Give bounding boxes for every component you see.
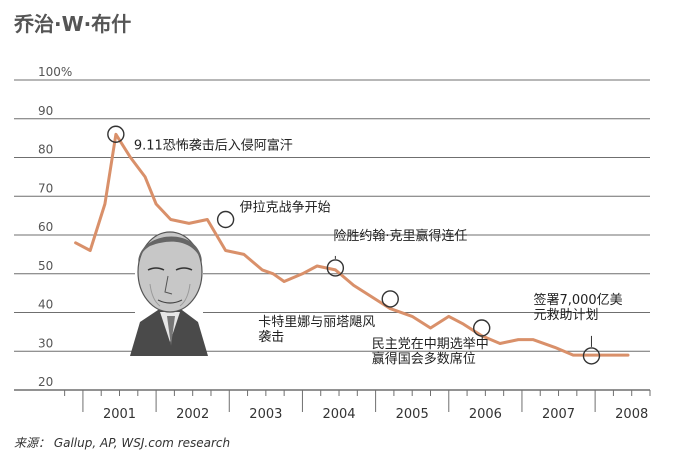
x-tick-label: 2008 (615, 407, 648, 422)
y-tick-label: 20 (38, 375, 53, 389)
annotation-label: 卡特里娜与丽塔飓风 (258, 315, 375, 330)
portrait-illustration (130, 231, 208, 356)
x-axis-ticks: 2001 2002 2003 2004 2005 2006 2007 2008 (64, 390, 651, 422)
grid-lines (14, 79, 650, 391)
source-note: 来源： Gallup, AP, WSJ.com research (14, 436, 231, 450)
x-tick-label: 2006 (469, 407, 502, 422)
y-tick-label: 30 (38, 336, 53, 350)
annotation-marker (473, 319, 491, 337)
annotation-marker (381, 290, 399, 308)
y-axis-ticks: 20 30 40 50 60 70 80 90 100% (38, 65, 72, 389)
annotation-label: 9.11恐怖袭击后入侵阿富汗 (134, 137, 293, 153)
annotation-label: 签署7,000亿美 (533, 292, 622, 308)
y-tick-label: 70 (38, 181, 53, 195)
y-tick-label: 60 (38, 220, 53, 234)
annotation-marker (582, 347, 601, 365)
x-tick-label: 2001 (103, 407, 136, 422)
annotation-marker (326, 259, 345, 277)
annotation-label: 险胜约翰·克里赢得连任 (333, 228, 467, 244)
y-tick-label: 100% (38, 65, 72, 79)
x-tick-label: 2003 (249, 407, 282, 422)
chart-title: 乔治·W·布什 (14, 12, 132, 36)
y-tick-label: 40 (38, 298, 53, 312)
y-tick-label: 90 (38, 104, 53, 118)
annotation-label: 民主党在中期选举中 (372, 337, 489, 352)
approval-rating-line (74, 132, 630, 357)
y-tick-label: 80 (38, 143, 53, 157)
event-annotations: 9.11恐怖袭击后入侵阿富汗伊拉克战争开始险胜约翰·克里赢得连任卡特里娜与丽塔飓… (107, 125, 623, 367)
y-tick-label: 50 (38, 259, 53, 273)
annotation-label: 袭击 (258, 330, 284, 345)
annotation-marker (216, 210, 235, 229)
annotation-label: 伊拉克战争开始 (240, 201, 331, 216)
x-tick-label: 2004 (322, 407, 355, 422)
x-tick-label: 2005 (396, 407, 429, 422)
annotation-marker (107, 125, 125, 143)
x-tick-label: 2002 (176, 407, 209, 422)
annotation-label: 赢得国会多数席位 (372, 351, 476, 367)
annotation-label: 元救助计划 (533, 307, 598, 323)
x-tick-label: 2007 (542, 407, 575, 422)
